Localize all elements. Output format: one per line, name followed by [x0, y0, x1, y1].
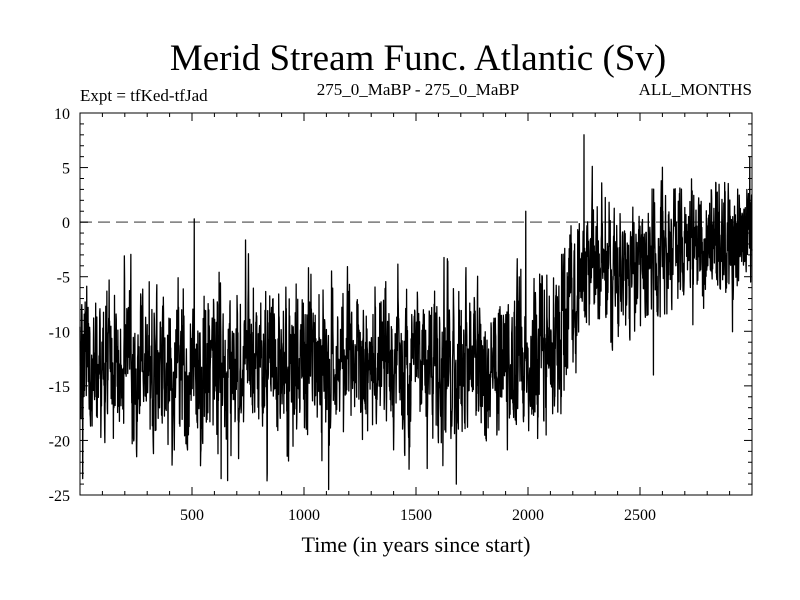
chart-title: Merid Stream Func. Atlantic (Sv) — [170, 38, 666, 79]
x-tick-label: 2500 — [624, 507, 656, 524]
x-axis-label: Time (in years since start) — [302, 532, 531, 557]
y-tick-label: 0 — [62, 215, 70, 232]
x-tick-label: 500 — [180, 507, 204, 524]
y-tick-label: -5 — [57, 270, 70, 287]
months-label: ALL_MONTHS — [639, 80, 752, 99]
experiment-label: Expt = tfKed-tfJad — [80, 86, 208, 105]
axes-ticks: 500 1000 1500 2000 2500 10 5 0 -5 -10 -15 -20 -25 — [49, 106, 752, 524]
y-tick-label: -25 — [49, 488, 70, 505]
x-tick-label: 1500 — [400, 507, 432, 524]
y-tick-label: 10 — [54, 106, 70, 123]
y-tick-label: 5 — [62, 161, 70, 178]
y-tick-label: -20 — [49, 433, 70, 450]
y-tick-label: -15 — [49, 379, 70, 396]
series-line — [79, 134, 753, 491]
x-tick-label: 1000 — [288, 507, 320, 524]
period-label: 275_0_MaBP - 275_0_MaBP — [317, 80, 519, 99]
x-tick-label: 2000 — [512, 507, 544, 524]
y-tick-label: -10 — [49, 324, 70, 341]
